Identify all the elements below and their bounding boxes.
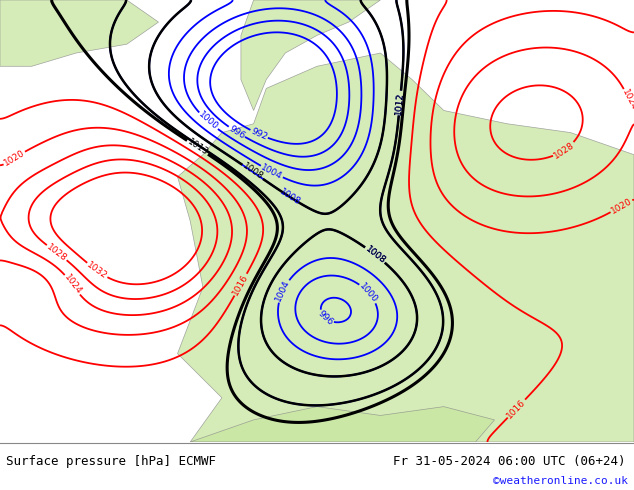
Text: ©weatheronline.co.uk: ©weatheronline.co.uk — [493, 476, 628, 486]
Text: 1012: 1012 — [394, 91, 406, 115]
Text: 1020: 1020 — [609, 196, 633, 216]
Text: 1013: 1013 — [186, 137, 210, 157]
Text: 1024: 1024 — [620, 88, 634, 112]
Polygon shape — [178, 53, 634, 442]
Text: 1008: 1008 — [278, 187, 302, 207]
Text: 1020: 1020 — [2, 148, 27, 168]
Text: 1000: 1000 — [358, 281, 380, 305]
Text: 1016: 1016 — [231, 272, 250, 297]
Text: 1024: 1024 — [62, 273, 83, 296]
Text: 996: 996 — [227, 123, 247, 141]
Text: Surface pressure [hPa] ECMWF: Surface pressure [hPa] ECMWF — [6, 455, 216, 467]
Text: 992: 992 — [249, 126, 269, 142]
Text: 1028: 1028 — [45, 242, 68, 263]
Text: 996: 996 — [316, 309, 335, 327]
Text: Fr 31-05-2024 06:00 UTC (06+24): Fr 31-05-2024 06:00 UTC (06+24) — [393, 455, 626, 467]
Polygon shape — [190, 407, 495, 442]
Polygon shape — [0, 0, 158, 66]
Text: 1000: 1000 — [197, 110, 220, 132]
Text: 1008: 1008 — [363, 244, 387, 266]
Text: 1028: 1028 — [552, 140, 576, 160]
Text: 1004: 1004 — [274, 279, 292, 303]
Text: 1004: 1004 — [259, 163, 284, 181]
Text: 1012: 1012 — [394, 91, 406, 115]
Text: 1032: 1032 — [85, 260, 109, 281]
Text: 1016: 1016 — [505, 397, 527, 420]
Polygon shape — [241, 0, 380, 111]
Text: 1008: 1008 — [363, 244, 387, 266]
Text: 1008: 1008 — [241, 162, 264, 182]
